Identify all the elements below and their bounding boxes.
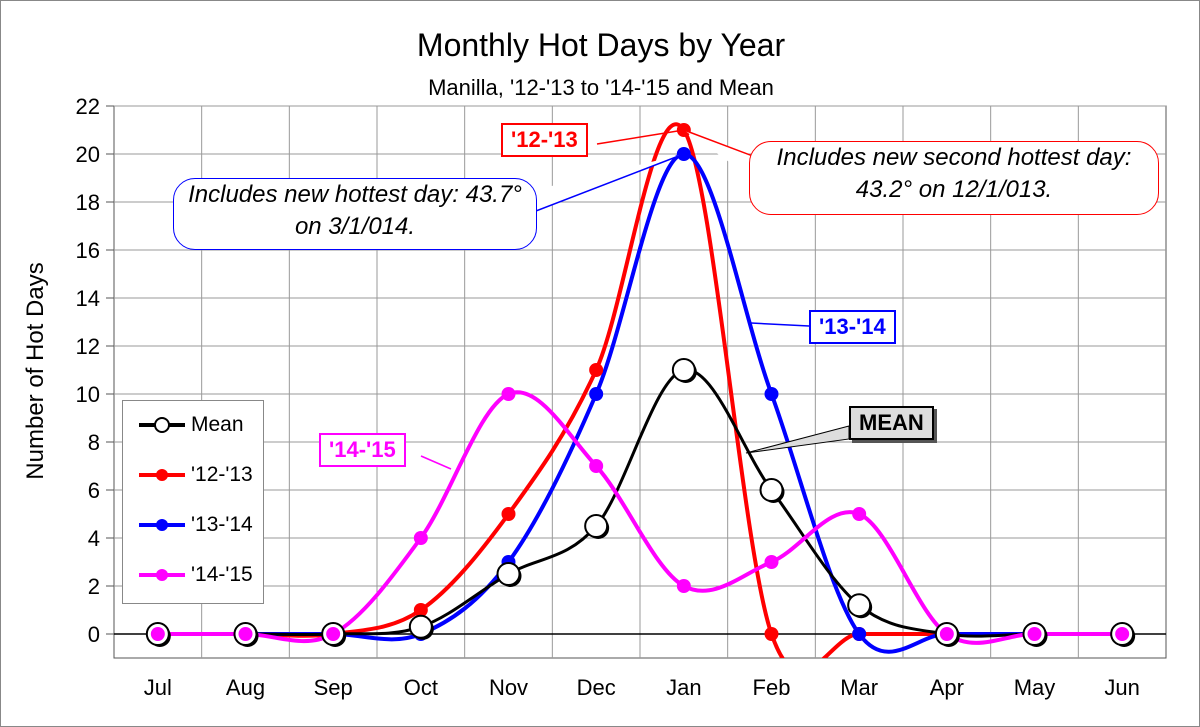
- data-point-1: [501, 507, 516, 521]
- y-tick-label: 10: [76, 382, 100, 407]
- data-point-3: [764, 555, 779, 569]
- data-point-1: [589, 363, 604, 377]
- tag-1213: '12-'13: [501, 123, 588, 157]
- x-tick-label: Mar: [840, 675, 878, 700]
- tag-pointer-1415: [420, 455, 452, 470]
- data-point-mean: [408, 614, 433, 639]
- tag-1314: '13-'14: [809, 310, 896, 344]
- callout-second-hottest: Includes new second hottest day: 43.2° o…: [749, 141, 1159, 215]
- y-tick-label: 8: [88, 430, 100, 455]
- x-tick-label: Dec: [577, 675, 616, 700]
- legend: Mean '12-'13 '13-'14 '14-'15: [122, 400, 264, 604]
- data-point-3: [326, 627, 341, 641]
- data-point-mean: [584, 514, 609, 538]
- x-tick-label: Jan: [666, 675, 701, 700]
- x-tick-label: Aug: [226, 675, 265, 700]
- x-tick-label: Oct: [404, 675, 438, 700]
- data-point-mean: [759, 478, 784, 502]
- tag-pointer-1213: [596, 129, 684, 145]
- legend-item-1415: '14-'15: [137, 563, 253, 587]
- y-tick-label: 4: [88, 526, 100, 551]
- callout-hottest-day: Includes new hottest day: 43.7° on 3/1/0…: [173, 178, 537, 250]
- x-tick-label: Apr: [930, 675, 964, 700]
- x-tick-label: Sep: [314, 675, 353, 700]
- tag-mean: MEAN: [849, 406, 934, 440]
- x-tick-label: May: [1014, 675, 1056, 700]
- data-point-2: [764, 387, 779, 401]
- y-tick-label: 16: [76, 238, 100, 263]
- data-point-mean: [496, 562, 521, 586]
- y-tick-label: 0: [88, 622, 100, 647]
- data-point-3: [1115, 627, 1130, 641]
- data-point-3: [852, 507, 867, 521]
- y-tick-label: 22: [76, 94, 100, 119]
- x-tick-label: Jun: [1104, 675, 1139, 700]
- y-tick-label: 20: [76, 142, 100, 167]
- y-tick-label: 18: [76, 190, 100, 215]
- data-point-3: [501, 387, 516, 401]
- data-point-2: [852, 627, 867, 641]
- y-tick-label: 14: [76, 286, 100, 311]
- legend-item-mean: Mean: [137, 413, 244, 437]
- data-point-mean: [671, 358, 696, 382]
- chart-subtitle: Manilla, '12-'13 to '14-'15 and Mean: [428, 75, 774, 100]
- data-point-3: [150, 627, 165, 641]
- y-tick-label: 6: [88, 478, 100, 503]
- data-point-3: [676, 579, 691, 593]
- data-point-1: [413, 603, 428, 617]
- series-line-1: [157, 122, 1123, 658]
- x-tick-label: Feb: [753, 675, 791, 700]
- data-point-3: [413, 531, 428, 545]
- data-point-3: [238, 627, 253, 641]
- data-point-2: [589, 387, 604, 401]
- tag-pointer-1314: [750, 322, 810, 327]
- chart-title: Monthly Hot Days by Year: [416, 27, 786, 63]
- data-point-1: [764, 627, 779, 641]
- x-tick-label: Jul: [144, 675, 172, 700]
- tag-1415: '14-'15: [319, 433, 406, 467]
- data-point-mean: [847, 593, 872, 618]
- legend-item-1314: '13-'14: [137, 513, 253, 537]
- y-tick-label: 12: [76, 334, 100, 359]
- data-point-3: [589, 459, 604, 473]
- y-tick-label: 2: [88, 574, 100, 599]
- data-point-3: [1027, 627, 1042, 641]
- x-tick-label: Nov: [489, 675, 528, 700]
- legend-item-1213: '12-'13: [137, 463, 253, 487]
- data-point-3: [939, 627, 954, 641]
